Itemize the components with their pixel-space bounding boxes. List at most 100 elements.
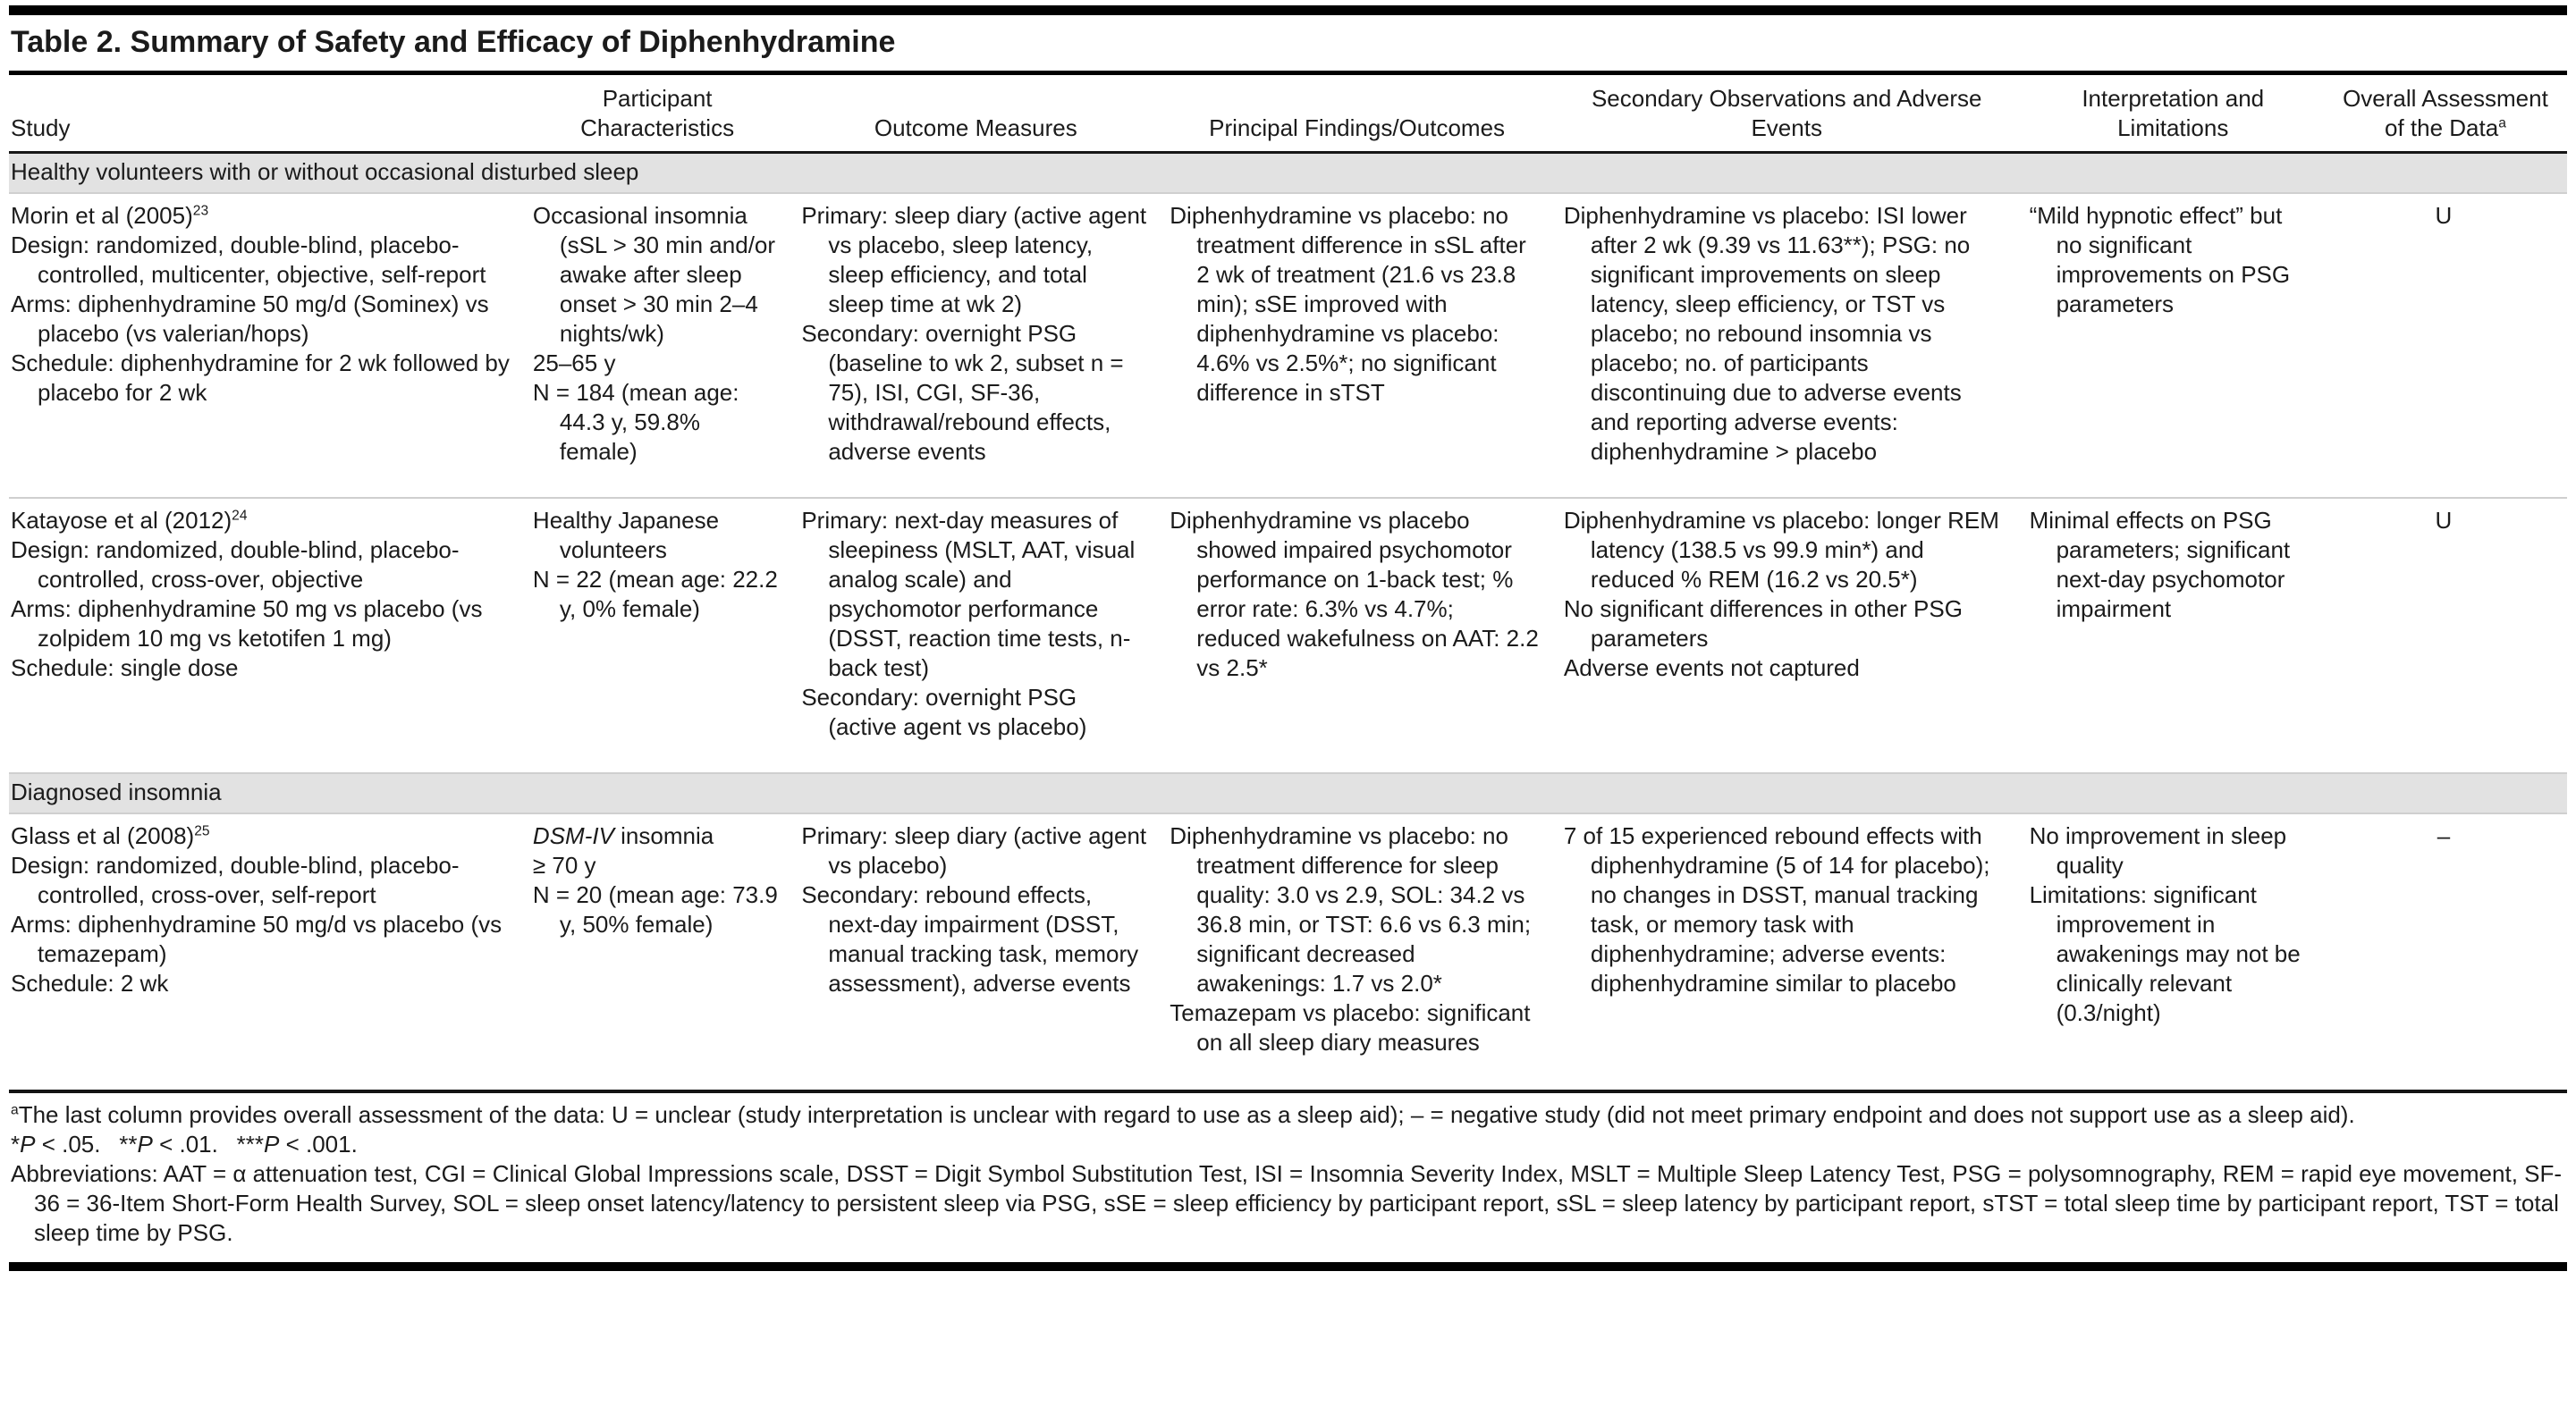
- overall-assessment-cell: –: [2328, 813, 2567, 1088]
- text-segment: ≥ 70 y: [532, 852, 596, 879]
- text-segment: Design: randomized, double-blind, placeb…: [11, 232, 486, 288]
- text-segment: Secondary: rebound effects, next-day imp…: [801, 881, 1139, 997]
- text-segment: Design: randomized, double-blind, placeb…: [11, 852, 460, 908]
- text-segment: “Mild hypnotic effect” but no significan…: [2029, 202, 2291, 317]
- text-segment: Schedule: diphenhydramine for 2 wk follo…: [11, 349, 510, 406]
- cell-paragraph: Arms: diphenhydramine 50 mg vs placebo (…: [11, 594, 510, 653]
- text-segment: Diphenhydramine vs placebo: ISI lower af…: [1563, 202, 1971, 465]
- text-segment: Secondary: overnight PSG (baseline to wk…: [801, 320, 1124, 465]
- cell-paragraph: Arms: diphenhydramine 50 mg/d vs placebo…: [11, 910, 510, 969]
- top-rule: [9, 5, 2567, 15]
- table-title: Table 2. Summary of Safety and Efficacy …: [11, 25, 896, 59]
- cell-paragraph: Limitations: significant improvement in …: [2030, 880, 2313, 1028]
- column-header-outcome-measures: Outcome Measures: [794, 75, 1163, 154]
- cell-paragraph: U: [2336, 506, 2551, 535]
- text-segment: No significant differences in other PSG …: [1563, 595, 1963, 652]
- text-segment: Limitations: significant improvement in …: [2029, 881, 2301, 1026]
- pvalue-p: P: [264, 1131, 280, 1158]
- cell-paragraph: Diphenhydramine vs placebo: no treatment…: [1170, 201, 1541, 408]
- text-segment: Adverse events not captured: [1563, 654, 1860, 681]
- cell-paragraph: Design: randomized, double-blind, placeb…: [11, 231, 510, 290]
- text-segment: Design: randomized, double-blind, placeb…: [11, 536, 460, 593]
- text-segment: 25–65 y: [532, 349, 616, 376]
- interpretation-limitations-cell: “Mild hypnotic effect” but no significan…: [2022, 192, 2329, 498]
- section-header: Healthy volunteers with or without occas…: [9, 152, 2567, 193]
- text-segment: Healthy Japanese volunteers: [532, 507, 720, 563]
- interpretation-limitations-cell: Minimal effects on PSG parameters; signi…: [2022, 497, 2329, 773]
- text-segment: Diphenhydramine vs placebo: no treatment…: [1170, 202, 1526, 406]
- cell-paragraph: Adverse events not captured: [1564, 653, 2006, 683]
- principal-findings-cell: Diphenhydramine vs placebo: no treatment…: [1162, 813, 1557, 1088]
- cell-paragraph: Katayose et al (2012)24: [11, 506, 510, 535]
- cell-paragraph: Secondary: rebound effects, next-day imp…: [801, 880, 1146, 998]
- section-header: Diagnosed insomnia: [9, 772, 2567, 813]
- text-segment: Katayose et al (2012): [11, 507, 232, 534]
- section-row: Healthy volunteers with or without occas…: [9, 152, 2567, 193]
- pvalue-item: *P < .05.: [11, 1131, 100, 1158]
- cell-paragraph: Temazepam vs placebo: significant on all…: [1170, 998, 1541, 1057]
- cell-paragraph: 7 of 15 experienced rebound effects with…: [1564, 821, 2006, 998]
- cell-paragraph: 25–65 y: [533, 349, 778, 378]
- text-segment: Occasional insomnia (sSL > 30 min and/or…: [532, 202, 776, 347]
- footnote-a-text: The last column provides overall assessm…: [18, 1101, 2355, 1128]
- summary-table: Study Participant Characteristics Outcom…: [9, 75, 2567, 1088]
- text-segment: Arms: diphenhydramine 50 mg/d (Sominex) …: [11, 290, 489, 347]
- column-header-participant-characteristics: Participant Characteristics: [525, 75, 795, 154]
- cell-paragraph: Morin et al (2005)23: [11, 201, 510, 231]
- column-header-secondary-observations: Secondary Observations and Adverse Event…: [1556, 75, 2023, 154]
- cell-paragraph: Primary: sleep diary (active agent vs pl…: [801, 821, 1146, 880]
- cell-paragraph: Diphenhydramine vs placebo: no treatment…: [1170, 821, 1541, 998]
- text-segment: –: [2437, 822, 2451, 849]
- outcome-measures-cell: Primary: sleep diary (active agent vs pl…: [794, 813, 1163, 1088]
- pvalue-stars: ***: [236, 1131, 265, 1158]
- pvalue-item: **P < .01.: [119, 1131, 218, 1158]
- pvalue-threshold: < .01.: [152, 1131, 218, 1158]
- cell-paragraph: Design: randomized, double-blind, placeb…: [11, 535, 510, 594]
- cell-paragraph: No improvement in sleep quality: [2030, 821, 2313, 880]
- principal-findings-cell: Diphenhydramine vs placebo: no treatment…: [1162, 192, 1557, 498]
- footnote-a-marker: a: [11, 1102, 19, 1118]
- overall-assessment-cell: U: [2328, 192, 2567, 498]
- bottom-rule: [9, 1262, 2567, 1271]
- cell-paragraph: Secondary: overnight PSG (active agent v…: [801, 683, 1146, 742]
- text-segment: No improvement in sleep quality: [2029, 822, 2287, 879]
- cell-paragraph: –: [2336, 821, 2551, 851]
- text-segment: N = 22 (mean age: 22.2 y, 0% female): [532, 566, 778, 622]
- pvalue-p: P: [20, 1131, 36, 1158]
- text-segment: Morin et al (2005): [11, 202, 193, 229]
- text-segment: insomnia: [613, 822, 714, 849]
- study-row: Glass et al (2008)25 Design: randomized, …: [9, 813, 2567, 1088]
- cell-paragraph: Occasional insomnia (sSL > 30 min and/or…: [533, 201, 778, 349]
- text-segment: Diphenhydramine vs placebo: no treatment…: [1170, 822, 1532, 997]
- footnote-rule: [9, 1090, 2567, 1093]
- header-row: Study Participant Characteristics Outcom…: [9, 75, 2567, 154]
- cell-paragraph: Design: randomized, double-blind, placeb…: [11, 851, 510, 910]
- participant-characteristics-cell: Healthy Japanese volunteers N = 22 (mean …: [525, 497, 795, 773]
- text-segment: Diphenhydramine vs placebo showed impair…: [1170, 507, 1539, 681]
- secondary-observations-cell: Diphenhydramine vs placebo: ISI lower af…: [1556, 192, 2023, 498]
- participant-characteristics-cell: Occasional insomnia (sSL > 30 min and/or…: [525, 192, 795, 498]
- footnote-a-marker: a: [2498, 115, 2506, 131]
- pvalue-p: P: [137, 1131, 153, 1158]
- text-segment: U: [2435, 507, 2453, 534]
- cell-paragraph: Primary: next-day measures of sleepiness…: [801, 506, 1146, 683]
- text-segment: Primary: sleep diary (active agent vs pl…: [801, 822, 1147, 879]
- cell-paragraph: Schedule: diphenhydramine for 2 wk follo…: [11, 349, 510, 408]
- outcome-measures-cell: Primary: next-day measures of sleepiness…: [794, 497, 1163, 773]
- study-cell: Katayose et al (2012)24 Design: randomize…: [9, 497, 526, 773]
- text-segment: 7 of 15 experienced rebound effects with…: [1563, 822, 1990, 997]
- pvalue-threshold: < .001.: [279, 1131, 358, 1158]
- cell-paragraph: “Mild hypnotic effect” but no significan…: [2030, 201, 2313, 319]
- cell-paragraph: Schedule: single dose: [11, 653, 510, 683]
- cell-paragraph: ≥ 70 y: [533, 851, 778, 880]
- text-segment: Secondary: overnight PSG (active agent v…: [801, 684, 1087, 740]
- secondary-observations-cell: Diphenhydramine vs placebo: longer REM l…: [1556, 497, 2023, 773]
- cell-paragraph: Diphenhydramine vs placebo: ISI lower af…: [1564, 201, 2006, 467]
- cell-paragraph: Healthy Japanese volunteers: [533, 506, 778, 565]
- footnote-a: aThe last column provides overall assess…: [11, 1100, 2567, 1130]
- principal-findings-cell: Diphenhydramine vs placebo showed impair…: [1162, 497, 1557, 773]
- title-rule: [9, 71, 2567, 75]
- cell-paragraph: Primary: sleep diary (active agent vs pl…: [801, 201, 1146, 319]
- text-segment: Diphenhydramine vs placebo: longer REM l…: [1563, 507, 1999, 593]
